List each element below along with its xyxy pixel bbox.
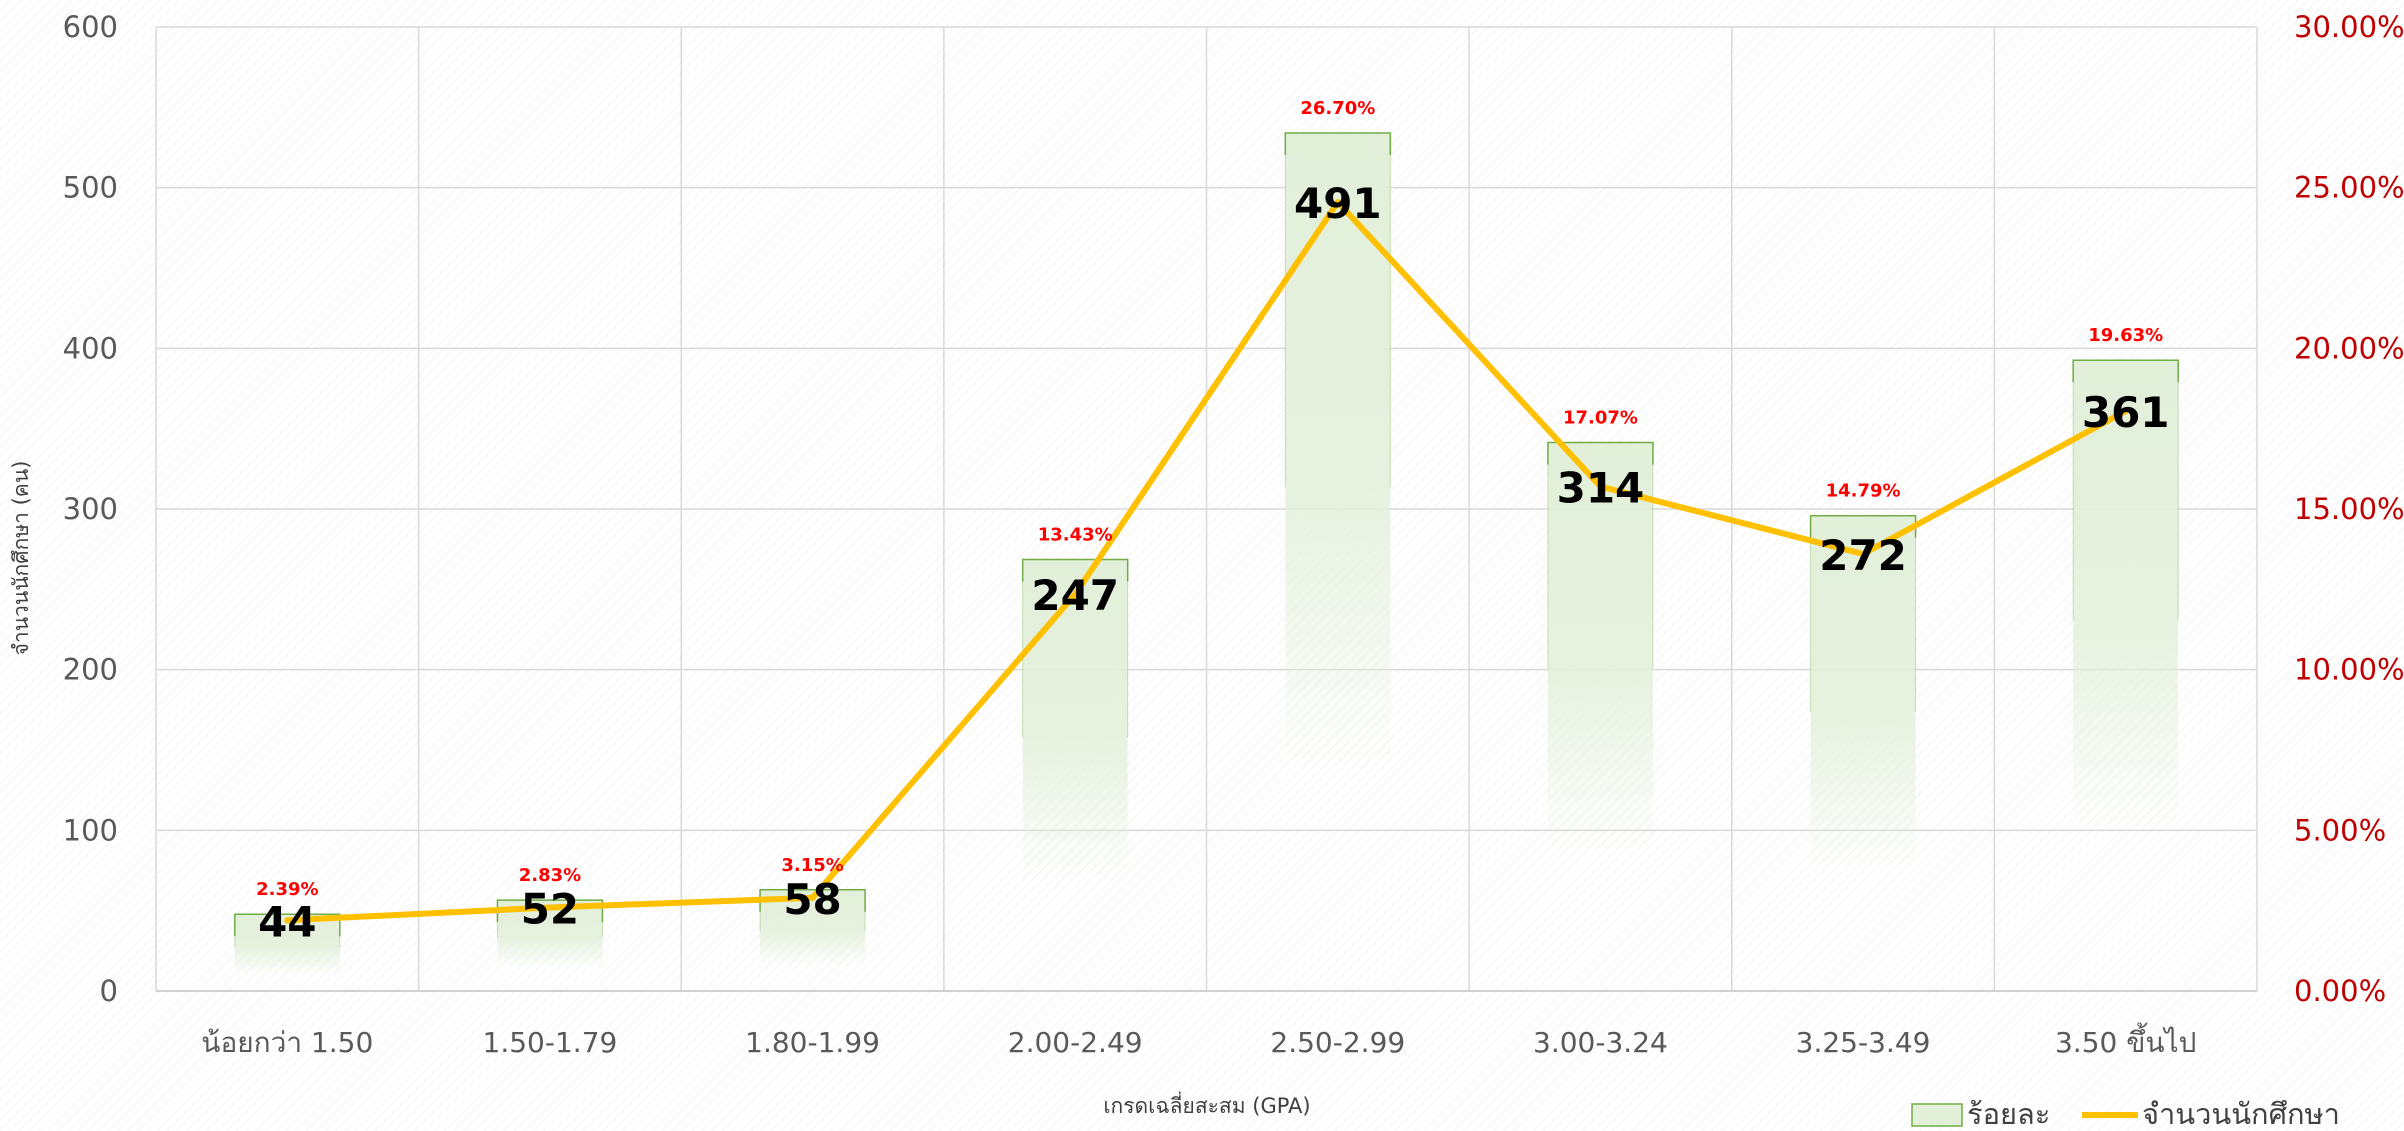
legend-swatch-bar	[1911, 1103, 1963, 1127]
bar-outline	[1284, 132, 1392, 156]
y-tick-label: 0	[100, 974, 118, 1008]
x-tick-label: 1.50-1.79	[483, 1026, 618, 1059]
line-point	[1860, 550, 1867, 557]
bar	[1547, 442, 1653, 854]
legend-label-percent: ร้อยละ	[1967, 1097, 2050, 1131]
line-point	[809, 894, 816, 901]
percent-data-label: 2.83%	[519, 865, 581, 886]
x-tick-label: 1.80-1.99	[745, 1026, 880, 1059]
percent-data-label: 17.07%	[1563, 407, 1638, 428]
percent-data-label: 3.15%	[781, 855, 843, 876]
x-tick-label: 3.25-3.49	[1796, 1026, 1931, 1059]
line-point	[2122, 407, 2129, 414]
bar	[1810, 515, 1916, 873]
line-point	[284, 917, 291, 924]
y-tick-label: 400	[63, 331, 118, 365]
bar	[1022, 559, 1128, 884]
count-data-label: 247	[1031, 571, 1119, 620]
bar-series-percent	[234, 132, 2179, 975]
bar	[1285, 133, 1391, 777]
count-data-label: 491	[1294, 179, 1382, 228]
x-axis-title: เกรดเฉลี่ยสะสม (GPA)	[1103, 1091, 1310, 1118]
y-tick-label: 200	[63, 653, 118, 687]
count-data-label: 58	[783, 875, 841, 924]
x-tick-label: 2.50-2.99	[1270, 1026, 1405, 1059]
percent-data-label: 19.63%	[2088, 325, 2163, 346]
bar-outline	[1547, 441, 1654, 465]
y2-tick-label: 10.00%	[2294, 653, 2404, 687]
legend-label-students: จำนวนนักศึกษา	[2142, 1097, 2340, 1131]
x-tick-label: 2.00-2.49	[1008, 1026, 1143, 1059]
count-data-label: 361	[2082, 388, 2170, 437]
y-tick-label: 500	[63, 171, 118, 205]
y-axis-title: จำนวนนักศึกษา (คน)	[9, 461, 33, 656]
line-series-students	[284, 199, 2129, 924]
bar	[2073, 360, 2179, 834]
x-tick-label: 3.00-3.24	[1533, 1026, 1668, 1059]
y2-tick-label: 5.00%	[2294, 813, 2386, 847]
grid-lines	[155, 26, 2258, 992]
percent-data-label: 14.79%	[1826, 481, 1901, 502]
y2-tick-label: 25.00%	[2294, 171, 2404, 205]
y2-tick-label: 15.00%	[2294, 492, 2404, 526]
percent-data-label: 13.43%	[1038, 524, 1113, 545]
line-point	[1334, 199, 1341, 206]
count-data-label: 314	[1557, 464, 1645, 513]
count-data-label: 52	[521, 884, 579, 933]
data-labels: 2.39% 2.83% 3.15% 13.43% 26.70% 17.07% 14.79% 1…	[256, 98, 2169, 946]
bar-outline	[234, 913, 341, 937]
legend: ร้อยละ จำนวนนักศึกษา	[1911, 1097, 2340, 1131]
count-data-label: 272	[1819, 531, 1907, 580]
y2-tick-label: 0.00%	[2294, 974, 2386, 1008]
student-count-line	[284, 199, 2129, 924]
line-point	[1597, 483, 1604, 490]
x-tick-label: น้อยกว่า 1.50	[201, 1026, 373, 1059]
percent-data-label: 26.70%	[1300, 98, 1375, 119]
line-point	[546, 904, 553, 911]
y-tick-label: 600	[63, 10, 118, 44]
y2-tick-label: 30.00%	[2294, 10, 2404, 44]
axes: 0 100 200 300 400 500 600 0.00% 5.00% 10.00% 15.00…	[63, 10, 2404, 1059]
count-data-label: 44	[258, 897, 316, 946]
bar-outline	[1021, 558, 1129, 582]
x-tick-label: 3.50 ขึ้นไป	[2055, 1022, 2196, 1059]
bar	[234, 914, 340, 975]
bar-outline	[2072, 359, 2179, 383]
bar	[760, 889, 866, 966]
y2-tick-label: 20.00%	[2294, 331, 2404, 365]
y-tick-label: 100	[63, 813, 118, 847]
y-tick-label: 300	[63, 492, 118, 526]
percent-data-label: 2.39%	[256, 879, 318, 900]
line-point	[1072, 591, 1079, 598]
